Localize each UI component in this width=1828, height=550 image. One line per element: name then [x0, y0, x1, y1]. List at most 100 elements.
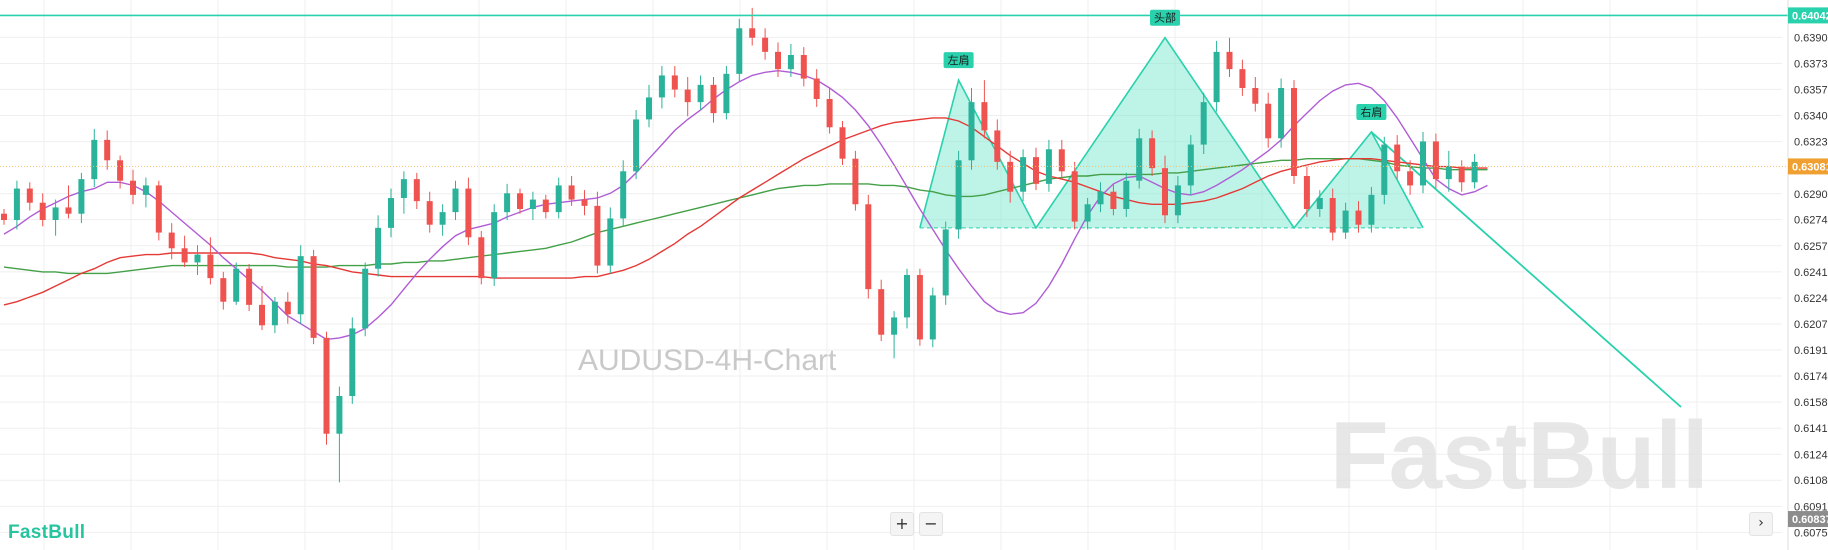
axis-highlight-bg	[1788, 7, 1828, 24]
candle-down	[1265, 103, 1272, 139]
candle-down	[1394, 144, 1401, 172]
candle-down	[1291, 88, 1297, 176]
candle-up	[1045, 149, 1052, 184]
candle-down	[220, 278, 227, 302]
axis-tick-label: 0.62244	[1794, 293, 1828, 305]
zoom-in-button[interactable]: +	[890, 512, 914, 536]
candle-up	[555, 185, 562, 213]
head-shoulders-pattern	[919, 36, 1682, 408]
candle-up	[491, 212, 498, 279]
candle-up	[78, 179, 85, 214]
axis-tick-label: 0.63902	[1794, 32, 1828, 44]
candle-down	[1071, 171, 1078, 222]
head-label: 头部	[1154, 11, 1176, 25]
candle-up	[439, 212, 446, 225]
watermark: AUDUSD-4H-Chart FastBull	[578, 344, 1709, 509]
candle-down	[517, 193, 523, 209]
candle-up	[336, 396, 343, 434]
candle-up	[1368, 194, 1375, 225]
candle-down	[413, 179, 420, 202]
candle-up	[904, 275, 910, 318]
candle-up	[52, 207, 59, 220]
candles	[1, 7, 1478, 483]
zoom-out-button[interactable]: −	[919, 512, 943, 536]
candle-down	[994, 130, 1001, 162]
candle-down	[916, 275, 923, 340]
axis-tick-label: 0.60752	[1794, 527, 1828, 539]
scroll-right-button[interactable]: ›	[1749, 512, 1773, 536]
candle-down	[181, 248, 188, 263]
axis-tick-label: 0.63571	[1794, 84, 1828, 96]
candle-down	[1329, 198, 1336, 233]
candle-down	[26, 188, 33, 203]
candle-down	[168, 232, 175, 249]
candle-down	[465, 188, 472, 238]
pattern-fill	[919, 37, 1423, 228]
brand-watermark-large: FastBull	[1330, 402, 1709, 509]
candle-down	[117, 160, 124, 181]
candle-up	[955, 160, 962, 230]
candle-up	[271, 301, 278, 326]
candle-down	[246, 268, 253, 305]
axis-tick-label: 0.63405	[1794, 111, 1828, 123]
candle-down	[207, 254, 214, 279]
candle-down	[1162, 168, 1168, 216]
candle-down	[1303, 176, 1310, 209]
axis-tick-label: 0.61913	[1794, 345, 1828, 357]
axis-tick-label: 0.61581	[1794, 397, 1828, 409]
axis-tick-label: 0.63736	[1794, 58, 1828, 70]
right-shoulder-label: 右肩	[1360, 105, 1382, 119]
axis-tick-label: 0.63239	[1794, 137, 1828, 149]
axis-highlight-label: 0.60837	[1792, 514, 1828, 526]
axis-tick-label: 0.62742	[1794, 215, 1828, 227]
candle-up	[723, 73, 730, 114]
candle-up	[607, 218, 614, 266]
candle-up	[375, 227, 382, 269]
candle-up	[1136, 138, 1143, 181]
axis-tick-label: 0.61249	[1794, 449, 1828, 461]
candle-down	[284, 301, 291, 315]
axis-tick-label: 0.61747	[1794, 371, 1828, 383]
candle-down	[775, 51, 781, 70]
candle-down	[581, 199, 588, 206]
candle-up	[529, 199, 536, 209]
price-lines	[0, 14, 1788, 167]
candle-down	[323, 337, 330, 434]
candle-up	[142, 185, 149, 195]
candle-down	[104, 139, 111, 161]
candle-down	[568, 185, 575, 200]
candle-down	[878, 289, 885, 335]
candle-up	[787, 55, 794, 70]
candle-up	[400, 179, 407, 198]
candle-down	[671, 75, 678, 90]
candle-down	[594, 205, 601, 266]
candle-down	[813, 78, 820, 99]
ma-slow-line	[3, 158, 1488, 275]
candle-down	[542, 199, 549, 213]
candle-up	[504, 193, 511, 213]
candle-down	[1226, 51, 1233, 70]
candle-down	[1, 213, 7, 220]
candle-up	[233, 268, 240, 302]
candle-down	[762, 37, 769, 52]
price-axis: 0.63902 0.63736 0.63571 0.63405 0.63239 0.629…	[1787, 0, 1828, 550]
axis-highlight-bg	[1788, 158, 1828, 175]
candle-down	[1007, 161, 1014, 192]
candle-up	[1084, 204, 1091, 222]
candle-up	[633, 119, 640, 172]
candle-up	[620, 171, 627, 219]
candle-down	[478, 237, 485, 279]
candle-down	[1239, 69, 1246, 88]
candle-up	[968, 102, 975, 161]
axis-tick-label: 0.60918	[1794, 501, 1828, 513]
candle-up	[194, 254, 201, 263]
candle-up	[736, 28, 743, 74]
candle-up	[697, 84, 704, 103]
candle-up	[1187, 144, 1194, 186]
candle-up	[929, 295, 936, 340]
candle-up	[1316, 198, 1323, 209]
candle-down	[1058, 149, 1065, 172]
left-shoulder-label-bg	[943, 52, 974, 69]
